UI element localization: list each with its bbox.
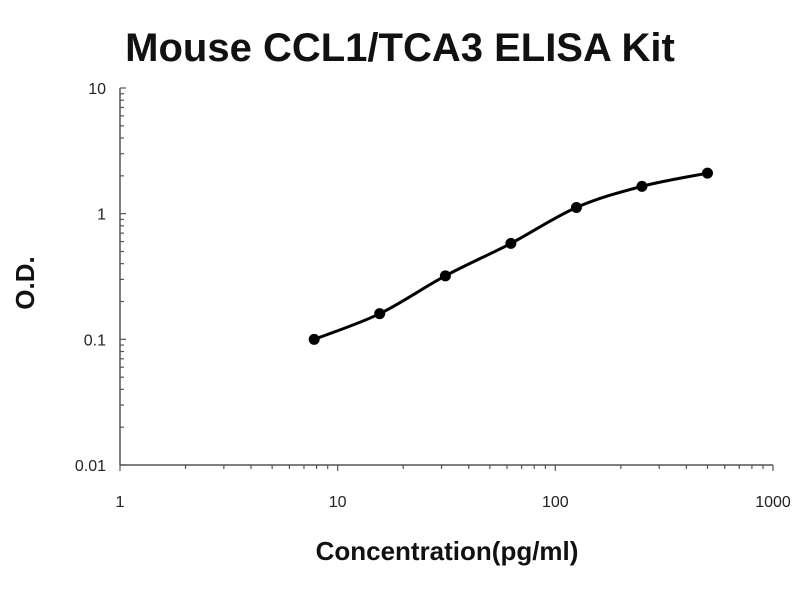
fit-curve — [313, 171, 708, 341]
data-point — [570, 201, 582, 213]
y-tick-label: 10 — [88, 81, 106, 98]
data-point — [636, 180, 648, 192]
x-axis-title: Concentration(pg/ml) — [316, 536, 579, 566]
x-tick-label: 1 — [116, 494, 125, 511]
y-axis-title: O.D. — [10, 256, 40, 309]
data-points — [308, 167, 713, 345]
x-tick-label: 1000 — [755, 494, 791, 511]
data-point — [374, 308, 386, 320]
data-point — [439, 270, 451, 282]
axis-ticks: 1 10 100 1000 0.01 0.1 1 10 — [75, 81, 791, 511]
chart-title: Mouse CCL1/TCA3 ELISA Kit — [125, 26, 675, 70]
x-tick-label: 100 — [542, 494, 569, 511]
data-point — [308, 333, 320, 345]
y-tick-label: 0.01 — [75, 458, 106, 475]
y-tick-label: 0.1 — [84, 332, 106, 349]
plot-axes — [119, 88, 773, 466]
fit-curve-layer — [313, 171, 708, 341]
x-tick-label: 10 — [329, 494, 347, 511]
y-tick-label: 1 — [97, 207, 106, 224]
data-point — [701, 167, 713, 179]
data-point — [505, 237, 517, 249]
